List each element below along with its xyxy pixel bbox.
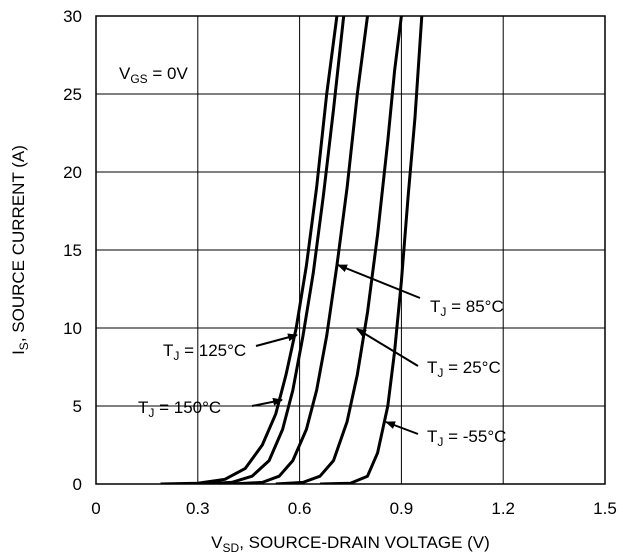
series-label-3: TJ = 25°C [427, 358, 501, 380]
x-axis-label-rest: , SOURCE-DRAIN VOLTAGE (V) [239, 533, 490, 552]
x-tick-labels: 0 0.3 0.6 0.9 1.2 1.5 [91, 499, 617, 518]
series-label-2: TJ = 85°C [430, 297, 504, 319]
x-tick-label: 0.9 [390, 499, 414, 518]
condition-main: V [119, 64, 131, 83]
series-arrow-2 [337, 264, 421, 299]
y-axis-label-rest: , SOURCE CURRENT (A) [9, 145, 28, 342]
y-axis-label-sub: S [17, 342, 31, 350]
y-tick-labels: 0 5 10 15 20 25 30 [63, 7, 82, 494]
series-line-2 [231, 16, 369, 484]
y-tick-label: 20 [63, 163, 82, 182]
series-arrow-4 [385, 421, 419, 435]
x-axis-label-main: V [211, 533, 223, 552]
series-label-4: TJ = -55°C [427, 427, 506, 449]
y-tick-label: 10 [63, 319, 82, 338]
series-label-1: TJ = 125°C [163, 341, 246, 363]
x-tick-label: 1.2 [491, 499, 515, 518]
series-line-1 [197, 16, 346, 484]
condition-label: VGS = 0V [119, 64, 189, 86]
y-tick-label: 25 [63, 85, 82, 104]
x-axis-label-sub: SD [223, 541, 240, 555]
series-label-0: TJ = 150°C [138, 398, 221, 420]
x-axis-label: VSD, SOURCE-DRAIN VOLTAGE (V) [211, 533, 490, 555]
series-arrow-0 [251, 397, 283, 407]
curves [160, 16, 424, 484]
y-tick-label: 5 [73, 397, 82, 416]
y-axis-label-main: I [9, 350, 28, 355]
series-arrow-1 [255, 333, 298, 347]
x-tick-label: 0.3 [186, 499, 210, 518]
x-tick-label: 1.5 [593, 499, 617, 518]
y-axis-label: IS, SOURCE CURRENT (A) [9, 145, 31, 355]
series-line-4 [319, 16, 424, 484]
series-line-3 [275, 16, 403, 484]
x-tick-label: 0 [91, 499, 100, 518]
y-tick-label: 30 [63, 7, 82, 26]
annotations: TJ = 150°C TJ = 125°C TJ = 85°C TJ = 25°C TJ… [138, 264, 506, 449]
condition-sub: GS [130, 72, 147, 86]
condition-rest: = 0V [148, 64, 189, 83]
series-arrow-3 [356, 328, 419, 367]
y-tick-label: 0 [73, 475, 82, 494]
series-line-0 [160, 16, 339, 484]
y-tick-label: 15 [63, 241, 82, 260]
x-tick-label: 0.6 [288, 499, 312, 518]
